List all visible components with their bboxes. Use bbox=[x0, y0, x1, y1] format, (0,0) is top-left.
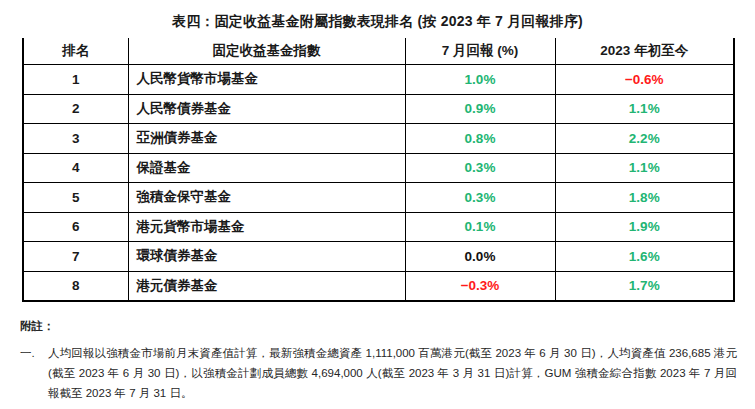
footnote-item: 一. 人均回報以強積金市場前月末資產值計算，最新強積金總資產 1,111,000… bbox=[20, 343, 737, 403]
column-header-rank: 排名 bbox=[23, 38, 128, 65]
table-row: 3 亞洲債券基金 0.8% 2.2% bbox=[23, 124, 734, 154]
table-row: 5 強積金保守基金 0.3% 1.8% bbox=[23, 183, 734, 213]
footnote-text: 人均回報以強積金市場前月末資產值計算，最新強積金總資產 1,111,000 百萬… bbox=[48, 343, 737, 403]
july-return-cell: 0.1% bbox=[405, 212, 555, 242]
ytd-return-cell: −0.6% bbox=[555, 65, 734, 95]
fund-name-cell: 港元貨幣市場基金 bbox=[128, 212, 405, 242]
july-return-cell: −0.3% bbox=[405, 271, 555, 301]
july-return-cell: 0.3% bbox=[405, 183, 555, 213]
table-row: 8 港元債券基金 −0.3% 1.7% bbox=[23, 271, 734, 301]
table-row: 2 人民幣債券基金 0.9% 1.1% bbox=[23, 94, 734, 124]
july-return-cell: 0.0% bbox=[405, 242, 555, 272]
july-return-cell: 0.3% bbox=[405, 153, 555, 183]
column-header-fund-index: 固定收益基金指數 bbox=[128, 38, 405, 65]
fund-name-cell: 港元債券基金 bbox=[128, 271, 405, 301]
table-row: 7 環球債券基金 0.0% 1.6% bbox=[23, 242, 734, 272]
rank-cell: 2 bbox=[23, 94, 128, 124]
footnotes-section: 附註： 一. 人均回報以強積金市場前月末資產值計算，最新強積金總資產 1,111… bbox=[20, 319, 737, 403]
ytd-return-cell: 1.1% bbox=[555, 153, 734, 183]
fund-name-cell: 保證基金 bbox=[128, 153, 405, 183]
ytd-return-cell: 1.8% bbox=[555, 183, 734, 213]
column-header-july-return: 7 月回報 (%) bbox=[405, 38, 555, 65]
fund-ranking-table: 排名 固定收益基金指數 7 月回報 (%) 2023 年初至今 1 人民幣貨幣市… bbox=[22, 38, 735, 302]
fund-name-cell: 環球債券基金 bbox=[128, 242, 405, 272]
table-row: 6 港元貨幣市場基金 0.1% 1.9% bbox=[23, 212, 734, 242]
rank-cell: 6 bbox=[23, 212, 128, 242]
column-header-ytd-return: 2023 年初至今 bbox=[555, 38, 734, 65]
ytd-return-cell: 2.2% bbox=[555, 124, 734, 154]
table-row: 4 保證基金 0.3% 1.1% bbox=[23, 153, 734, 183]
july-return-cell: 1.0% bbox=[405, 65, 555, 95]
table-row: 1 人民幣貨幣市場基金 1.0% −0.6% bbox=[23, 65, 734, 95]
ytd-return-cell: 1.7% bbox=[555, 271, 734, 301]
july-return-cell: 0.9% bbox=[405, 94, 555, 124]
fund-name-cell: 亞洲債券基金 bbox=[128, 124, 405, 154]
rank-cell: 4 bbox=[23, 153, 128, 183]
fund-name-cell: 人民幣貨幣市場基金 bbox=[128, 65, 405, 95]
rank-cell: 7 bbox=[23, 242, 128, 272]
page-title: 表四：固定收益基金附屬指數表現排名 (按 2023 年 7 月回報排序) bbox=[0, 13, 755, 31]
fund-name-cell: 人民幣債券基金 bbox=[128, 94, 405, 124]
fund-name-cell: 強積金保守基金 bbox=[128, 183, 405, 213]
ytd-return-cell: 1.9% bbox=[555, 212, 734, 242]
rank-cell: 3 bbox=[23, 124, 128, 154]
table-header-row: 排名 固定收益基金指數 7 月回報 (%) 2023 年初至今 bbox=[23, 38, 734, 65]
footnote-marker: 一. bbox=[20, 343, 48, 403]
footnotes-heading: 附註： bbox=[20, 319, 737, 334]
ytd-return-cell: 1.6% bbox=[555, 242, 734, 272]
rank-cell: 8 bbox=[23, 271, 128, 301]
rank-cell: 5 bbox=[23, 183, 128, 213]
rank-cell: 1 bbox=[23, 65, 128, 95]
ytd-return-cell: 1.1% bbox=[555, 94, 734, 124]
july-return-cell: 0.8% bbox=[405, 124, 555, 154]
